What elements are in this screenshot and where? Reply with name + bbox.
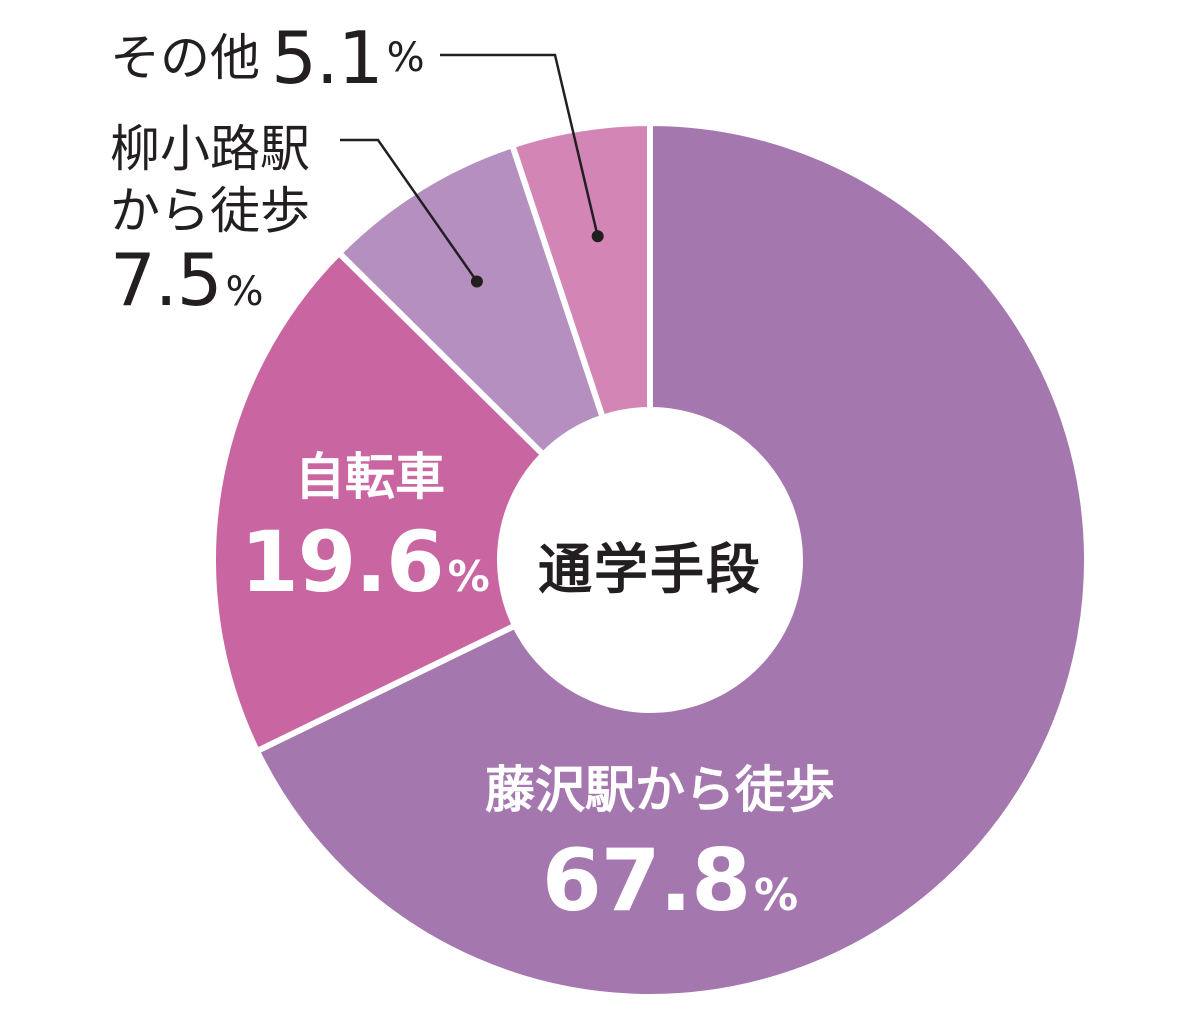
yanagikoji-leader-dot <box>470 275 483 288</box>
unit-bicycle: % <box>447 552 490 601</box>
yanagikoji-leader-line <box>340 138 478 283</box>
value-other: 5.1 <box>271 16 384 100</box>
unit-fujisawa: % <box>754 870 799 921</box>
slice-other <box>508 119 653 422</box>
slice-fujisawa <box>252 119 1090 1000</box>
slice-bicycle <box>210 248 548 756</box>
other-leader-dot <box>591 230 604 243</box>
chart-title: 通学手段 <box>538 538 762 601</box>
slice-value-fujisawa: 67.8% <box>520 838 820 924</box>
value-yanagikoji: 7.5 <box>110 238 223 322</box>
slice-name-yanagikoji-line1: 柳小路駅 <box>110 120 310 178</box>
slice-label-yanagikoji: 柳小路駅 から徒歩 <box>110 118 310 242</box>
slice-value-bicycle: 19.6% <box>235 520 495 604</box>
value-bicycle: 19.6 <box>240 513 444 611</box>
slice-value-yanagikoji: 7.5% <box>110 244 264 316</box>
unit-other: % <box>386 35 425 81</box>
slice-label-fujisawa: 藤沢駅から徒歩 <box>470 765 850 815</box>
slice-name-bicycle: 自転車 <box>295 448 445 506</box>
unit-yanagikoji: % <box>225 269 264 315</box>
slice-name-other: その他 <box>110 29 260 87</box>
slice-name-yanagikoji-line2: から徒歩 <box>110 182 310 240</box>
value-fujisawa: 67.8 <box>541 831 751 931</box>
other-leader-line <box>440 53 599 237</box>
slice-label-other: その他 5.1% <box>110 22 425 94</box>
slice-name-fujisawa: 藤沢駅から徒歩 <box>485 761 835 819</box>
slice-label-bicycle: 自転車 <box>265 452 475 502</box>
